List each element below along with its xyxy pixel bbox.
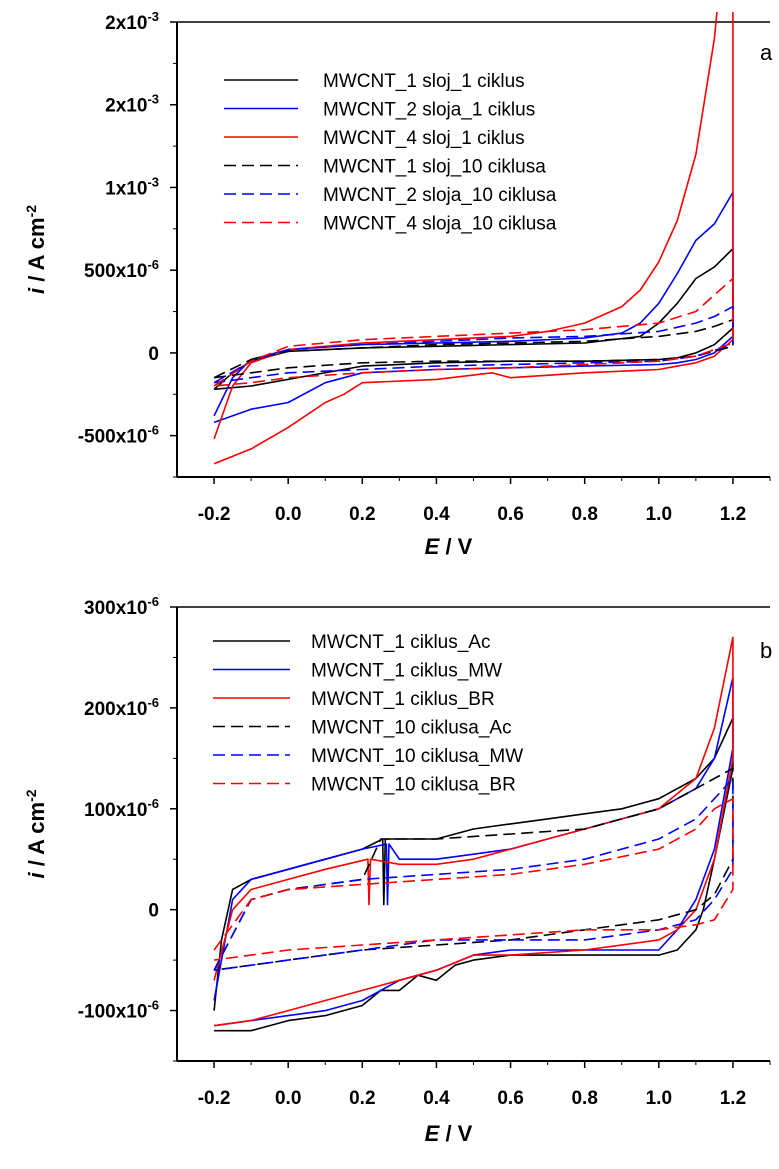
x-tick-label: 1.0 xyxy=(646,504,672,525)
y-tick-label: 100x10-6 xyxy=(84,796,159,821)
panel-letter: b xyxy=(760,638,772,663)
chart-panel-a: -0.2 0.0 0.2 0.4 0.6 0.8 1.0 1.2 -500x10-6 0 500x1… xyxy=(23,9,773,559)
x-tick-label: 0.4 xyxy=(423,504,450,525)
legend-label: MWCNT_1 sloj_10 ciklusa xyxy=(323,157,546,178)
legend-label: MWCNT_10 ciklusa_Ac xyxy=(311,718,512,739)
y-axis-label: i / A cm-2 xyxy=(23,789,49,878)
y-axis-label: i / A cm-2 xyxy=(23,205,49,294)
series-line-3 xyxy=(213,12,734,465)
x-axis-label: E / V xyxy=(425,534,473,559)
x-tick-label: 0.8 xyxy=(571,1088,597,1109)
panel-letter: a xyxy=(760,40,773,65)
series-line-3 xyxy=(213,636,734,1027)
chart-panel-b: -0.2 0.0 0.2 0.4 0.6 0.8 1.0 1.2 -100x10-6 0 100x1… xyxy=(23,594,772,1146)
y-tick-label: 500x10-6 xyxy=(84,257,159,282)
y-tick-label: 300x10-6 xyxy=(84,594,159,619)
y-tick-label: 200x10-6 xyxy=(84,695,159,720)
y-tick-label: -500x10-6 xyxy=(78,423,159,448)
x-tick-label: -0.2 xyxy=(198,1088,231,1109)
legend-label: MWCNT_10 ciklusa_MW xyxy=(311,746,523,767)
series-line-6 xyxy=(213,277,734,387)
legend-label: MWCNT_1 ciklus_MW xyxy=(311,661,502,682)
x-tick-label: 0.0 xyxy=(275,504,301,525)
legend-label: MWCNT_4 sloj_1 ciklus xyxy=(323,128,525,149)
series-line-4 xyxy=(213,767,734,971)
series-line-5 xyxy=(213,305,734,384)
y-tick-label: -100x10-6 xyxy=(78,998,159,1023)
legend-label: MWCNT_1 ciklus_BR xyxy=(311,689,495,710)
legend-label: MWCNT_10 ciklusa_BR xyxy=(311,775,516,796)
x-tick-label: 0.0 xyxy=(275,1088,301,1109)
y-tick-label: 2x10-3 xyxy=(105,9,159,34)
x-tick-label: 0.4 xyxy=(423,1088,450,1109)
x-tick-label: 1.2 xyxy=(720,1088,746,1109)
x-tick-label: 0.6 xyxy=(497,504,523,525)
x-tick-label: 0.2 xyxy=(349,504,375,525)
legend-label: MWCNT_1 sloj_1 ciklus xyxy=(323,71,525,92)
x-tick-label: 1.0 xyxy=(646,1088,672,1109)
legend-label: MWCNT_2 sloja_1 ciklus xyxy=(323,100,535,121)
y-tick-label: 2x10-3 xyxy=(105,92,159,117)
y-tick-label: 0 xyxy=(148,901,159,922)
legend-label: MWCNT_1 ciklus_Ac xyxy=(311,632,490,653)
x-tick-label: 0.8 xyxy=(571,504,597,525)
x-tick-label: -0.2 xyxy=(198,504,231,525)
x-tick-label: 0.6 xyxy=(497,1088,523,1109)
x-axis-label: E / V xyxy=(425,1121,473,1146)
legend-label: MWCNT_4 sloja_10 ciklusa xyxy=(323,214,557,235)
y-tick-label: 0 xyxy=(148,344,159,365)
y-tick-label: 1x10-3 xyxy=(105,174,159,199)
series-line-5 xyxy=(213,777,734,971)
legend-label: MWCNT_2 sloja_10 ciklusa xyxy=(323,185,557,206)
x-tick-label: 1.2 xyxy=(720,504,746,525)
series-line-6 xyxy=(213,797,734,961)
x-tick-label: 0.2 xyxy=(349,1088,375,1109)
